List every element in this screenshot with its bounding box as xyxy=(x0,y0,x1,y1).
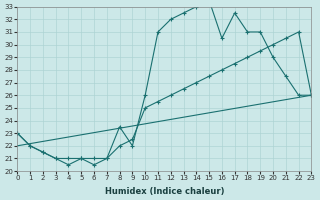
X-axis label: Humidex (Indice chaleur): Humidex (Indice chaleur) xyxy=(105,187,224,196)
